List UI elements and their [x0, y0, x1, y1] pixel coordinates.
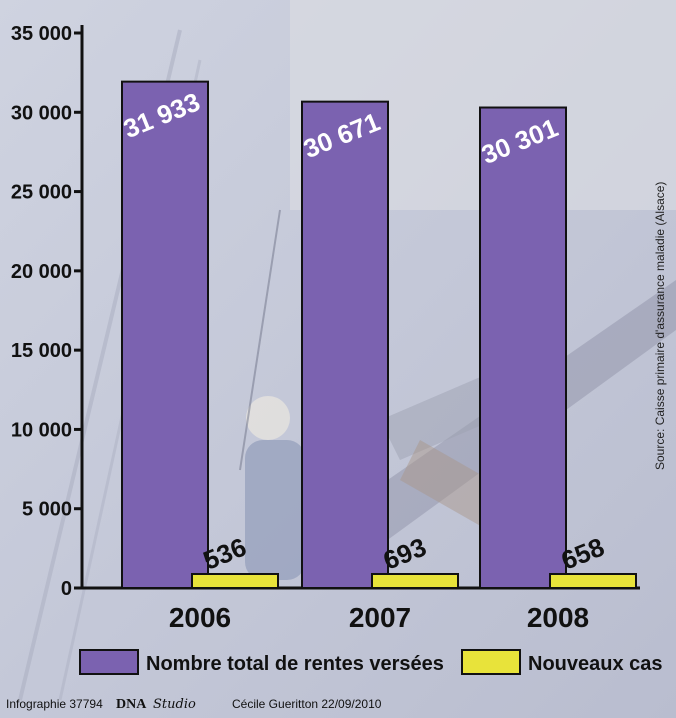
y-tick-label: 30 000	[11, 102, 72, 124]
legend-swatch-nouveaux	[461, 649, 521, 675]
legend-label-nouveaux: Nouveaux cas	[528, 653, 663, 675]
bar-rentes-2007	[301, 100, 389, 589]
credit-brand-script: Studio	[153, 697, 196, 712]
credit-prefix: Infographie 37794	[6, 697, 103, 711]
legend-label-rentes: Nombre total de rentes versées	[146, 653, 444, 675]
y-tick-label: 15 000	[11, 340, 72, 362]
category-label-2008: 2008	[527, 602, 589, 633]
bar-nouveaux-2007	[371, 573, 459, 589]
y-tick-label: 10 000	[11, 419, 72, 441]
credit-author: Cécile Gueritton 22/09/2010	[232, 697, 382, 711]
legend-swatch-rentes	[79, 649, 139, 675]
y-tick-label: 25 000	[11, 182, 72, 204]
x-axis-categories: 2006 2007 2008	[169, 602, 589, 633]
y-tick-label: 0	[61, 578, 72, 600]
bar-nouveaux-2008	[549, 573, 637, 589]
credit-brand: DNA	[116, 697, 147, 712]
y-tick-label: 5 000	[22, 499, 72, 521]
credit-line: Infographie 37794 DNA Studio Cécile Guer…	[6, 697, 382, 712]
bar-rentes-2006	[121, 80, 209, 590]
y-tick-label: 35 000	[11, 23, 72, 45]
category-label-2007: 2007	[349, 602, 411, 633]
bars	[121, 80, 637, 590]
category-label-2006: 2006	[169, 602, 231, 633]
source-note: Source: Caisse primaire d'assurance mala…	[653, 182, 667, 470]
legend: Nombre total de rentes versées Nouveaux …	[79, 649, 663, 675]
y-tick-label: 20 000	[11, 261, 72, 283]
bar-rentes-2008	[479, 106, 567, 589]
bar-nouveaux-2006	[191, 573, 279, 589]
